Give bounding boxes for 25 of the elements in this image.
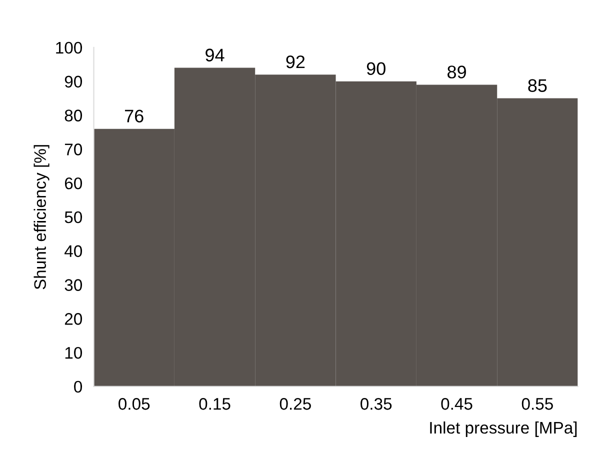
x-tick-label: 0.45 bbox=[441, 398, 472, 410]
data-label: 94 bbox=[206, 48, 224, 62]
y-tick-label: 30 bbox=[64, 279, 82, 291]
y-tick-label: 0 bbox=[74, 380, 82, 393]
x-tick-label: 0.25 bbox=[280, 398, 311, 410]
y-tick-label: 20 bbox=[64, 313, 82, 325]
y-tick-label: 40 bbox=[64, 245, 82, 258]
x-tick-label: 0.35 bbox=[360, 398, 392, 410]
data-label: 90 bbox=[366, 62, 386, 76]
y-tick-label: 70 bbox=[64, 144, 82, 156]
y-tick-label: 80 bbox=[64, 110, 82, 122]
y-tick-label: 10 bbox=[65, 346, 82, 359]
data-label: 76 bbox=[124, 110, 144, 122]
data-label: 92 bbox=[286, 55, 305, 68]
x-tick-label: 0.05 bbox=[118, 398, 150, 410]
y-tick-label: 50 bbox=[64, 211, 82, 224]
y-tick-label: 60 bbox=[64, 177, 82, 190]
data-label: 89 bbox=[448, 66, 466, 78]
x-axis-title: Inlet pressure [MPa] bbox=[430, 421, 577, 437]
y-axis-title: Shunt efficiency [%] bbox=[34, 145, 50, 290]
x-tick-label: 0.15 bbox=[199, 398, 230, 410]
y-tick-label: 90 bbox=[64, 76, 82, 88]
data-label: 85 bbox=[528, 79, 547, 92]
y-tick-label: 100 bbox=[56, 42, 82, 54]
x-tick-label: 0.55 bbox=[522, 398, 553, 410]
